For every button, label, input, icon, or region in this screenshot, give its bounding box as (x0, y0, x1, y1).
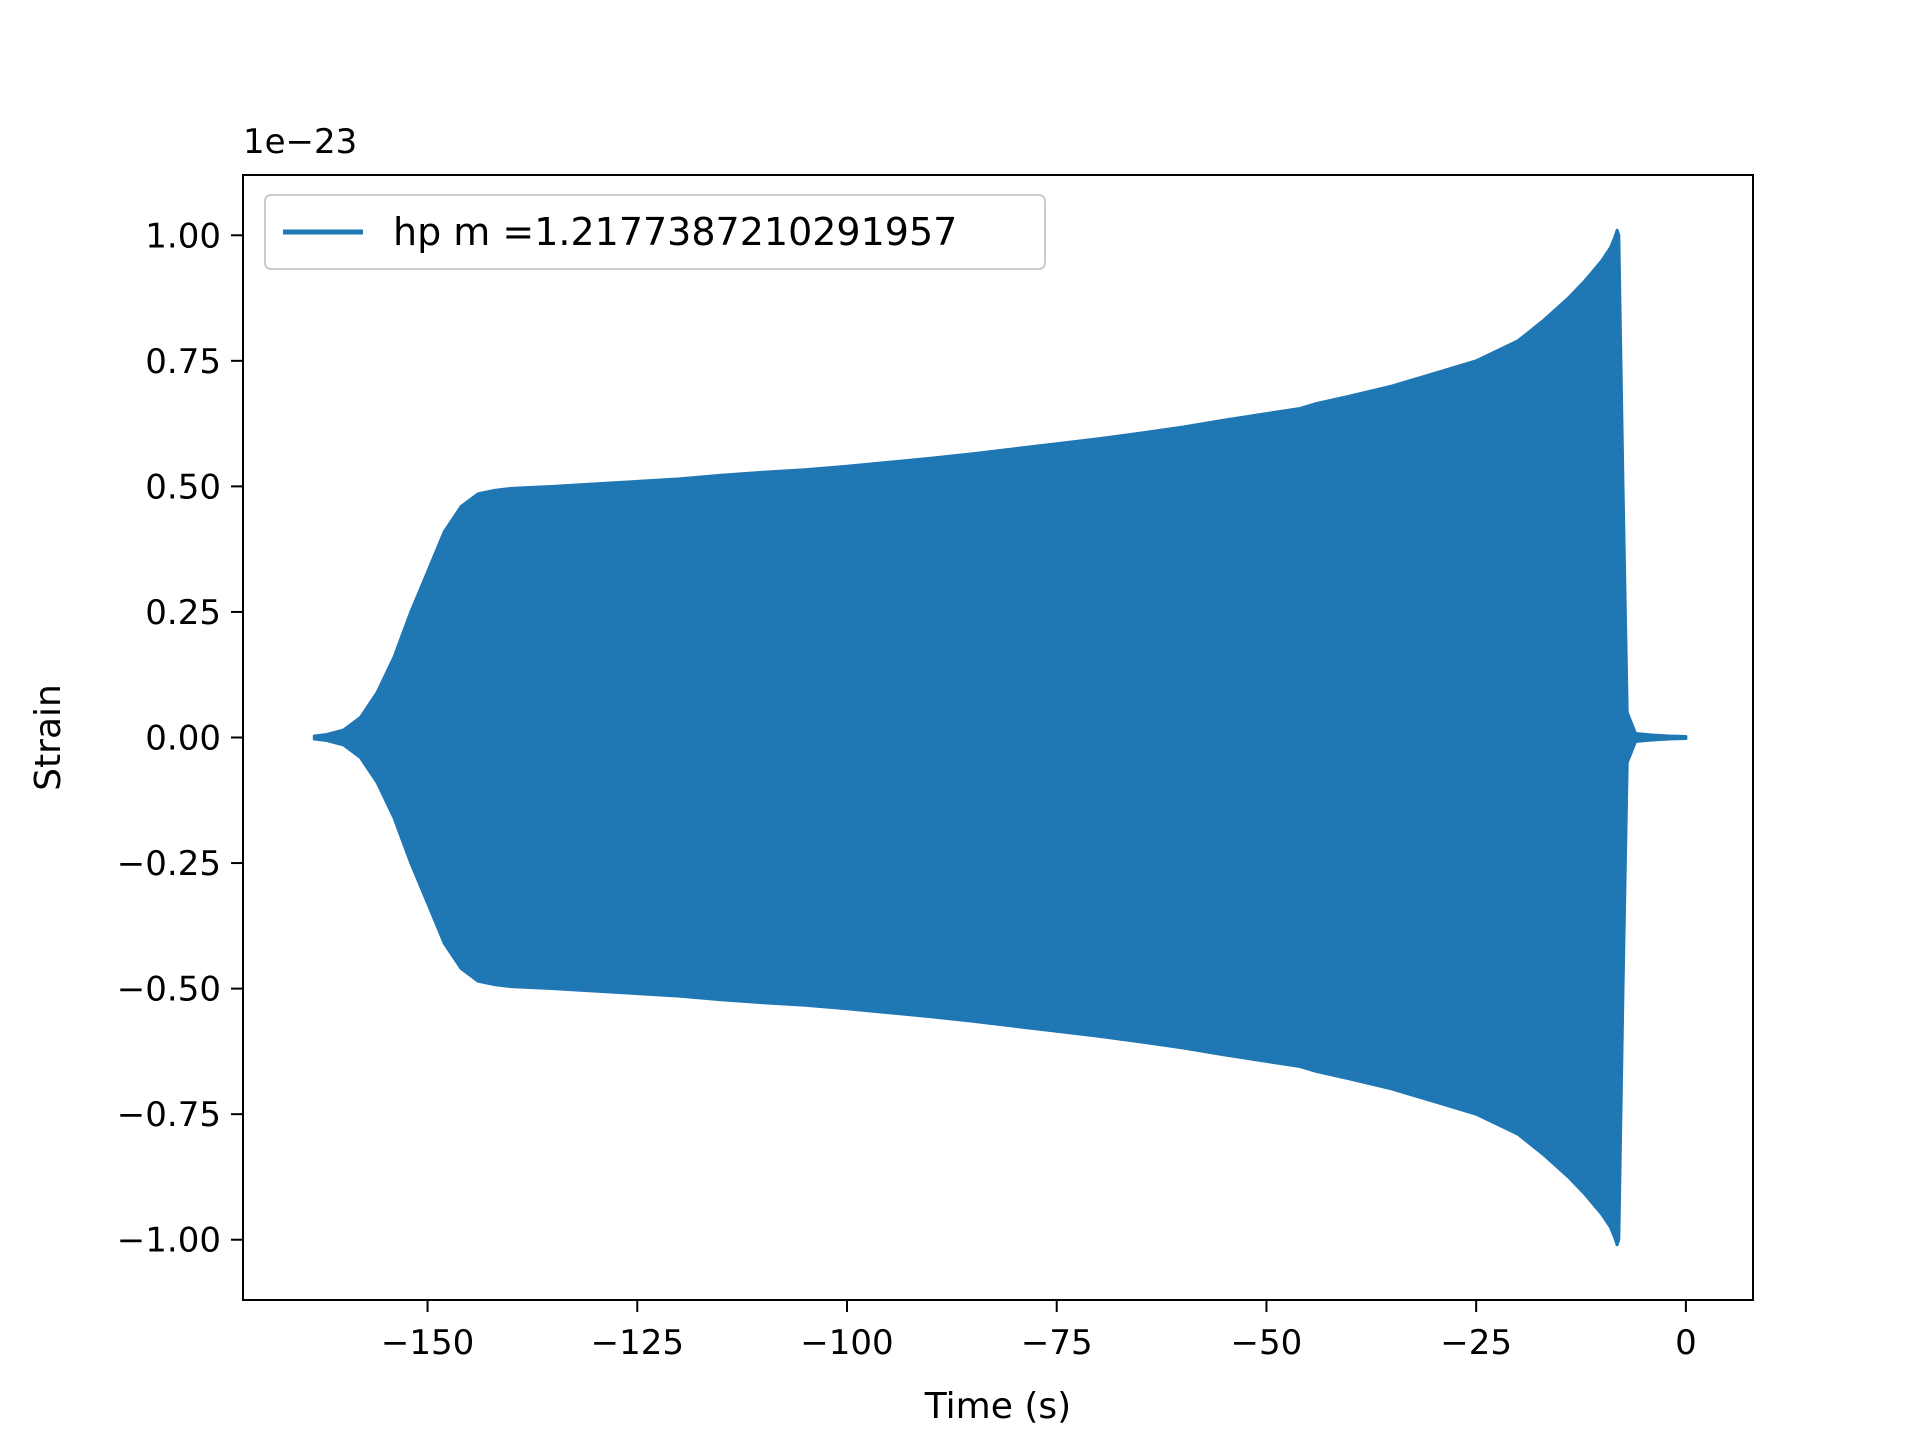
y-tick-label: −0.50 (117, 970, 221, 1010)
y-tick-label: 0.00 (145, 719, 221, 759)
axis-scale-offset: 1e−23 (243, 122, 357, 162)
x-tick-label: −75 (1021, 1323, 1093, 1363)
x-axis-label: Time (s) (924, 1386, 1071, 1427)
plot-layer (312, 228, 1688, 1247)
legend: hp m =1.2177387210291957 (264, 194, 1046, 270)
y-tick-label: 0.75 (145, 342, 221, 382)
y-tick-label: −1.00 (117, 1221, 221, 1261)
x-tick-label: −25 (1440, 1323, 1512, 1363)
y-axis: 1.00 0.75 0.50 0.25 0.00 −0.25 −0.50 −0.75 −1.00 (117, 216, 243, 1261)
y-tick-label: −0.25 (117, 844, 221, 884)
y-tick-label: 0.50 (145, 467, 221, 507)
legend-box (264, 194, 1046, 270)
x-tick-label: −125 (591, 1323, 684, 1363)
x-tick-label: −50 (1231, 1323, 1303, 1363)
y-tick-label: −0.75 (117, 1095, 221, 1135)
y-tick-label: 1.00 (145, 216, 221, 256)
legend-entry-label: hp m =1.2177387210291957 (393, 210, 957, 254)
x-tick-label: 0 (1675, 1323, 1697, 1363)
x-tick-label: −150 (381, 1323, 474, 1363)
x-tick-label: −100 (800, 1323, 893, 1363)
y-tick-label: 0.25 (145, 593, 221, 633)
strain-waveform-series (312, 228, 1688, 1247)
y-axis-label: Strain (28, 684, 69, 791)
x-axis: −150 −125 −100 −75 −50 −25 0 (381, 1300, 1697, 1363)
